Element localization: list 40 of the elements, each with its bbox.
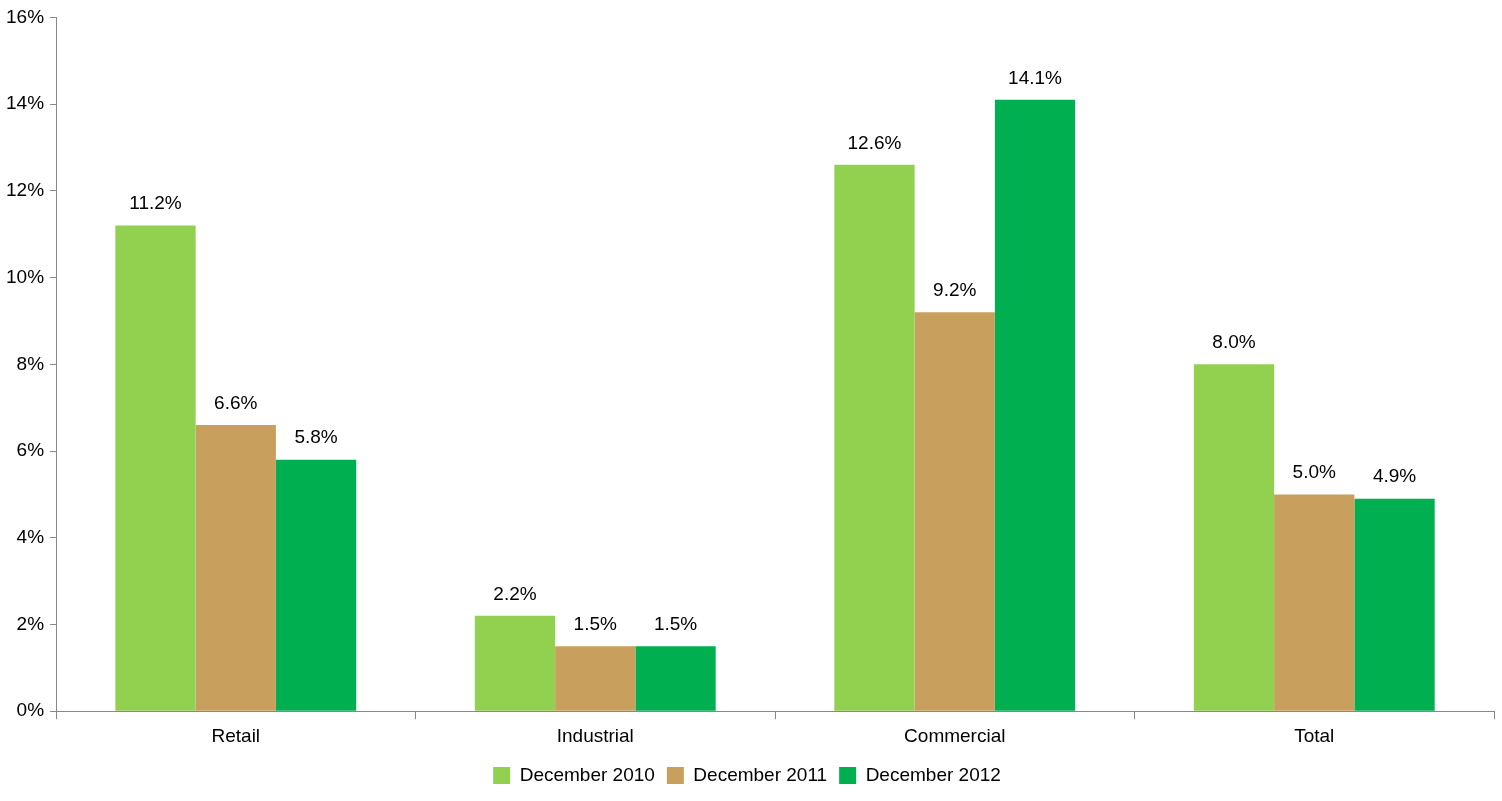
- data-label: 5.0%: [1292, 461, 1337, 483]
- x-tick-label: Commercial: [904, 724, 1006, 746]
- legend-label: December 2012: [865, 763, 1001, 785]
- y-tick-label: 0%: [16, 699, 45, 721]
- data-label: 1.5%: [653, 612, 698, 634]
- bar: [1274, 494, 1355, 711]
- data-label: 5.8%: [294, 426, 338, 448]
- y-tick-label: 12%: [6, 179, 45, 201]
- bar: [195, 425, 276, 711]
- bar: [994, 99, 1076, 711]
- y-tick-label: 2%: [16, 612, 45, 634]
- y-tick-label: 4%: [16, 525, 45, 547]
- bar: [474, 615, 556, 711]
- legend-label: December 2011: [693, 763, 828, 785]
- y-tick-label: 16%: [6, 5, 45, 27]
- bar: [115, 225, 196, 711]
- data-label: 1.5%: [573, 612, 618, 634]
- bar: [1193, 364, 1275, 711]
- x-tick-label: Industrial: [556, 724, 634, 746]
- x-tick-label: Total: [1294, 724, 1335, 746]
- data-label: 4.9%: [1372, 465, 1417, 487]
- y-tick-label: 8%: [16, 352, 45, 374]
- data-label: 12.6%: [847, 131, 902, 153]
- bar: [1354, 498, 1435, 711]
- y-tick-label: 6%: [16, 439, 45, 461]
- y-tick-label: 10%: [6, 265, 45, 287]
- data-label: 8.0%: [1212, 331, 1256, 353]
- data-label: 2.2%: [493, 582, 537, 604]
- data-label: 14.1%: [1008, 66, 1063, 88]
- y-tick-label: 14%: [6, 92, 45, 114]
- data-label: 6.6%: [214, 391, 258, 413]
- bar: [555, 646, 636, 711]
- bar: [635, 646, 716, 711]
- bar: [834, 164, 915, 711]
- data-label: 9.2%: [933, 279, 977, 300]
- legend-label: December 2010: [519, 763, 655, 785]
- bar: [275, 459, 357, 711]
- data-label: 11.2%: [129, 192, 182, 214]
- bar: [914, 312, 995, 711]
- x-tick-label: Retail: [211, 724, 261, 746]
